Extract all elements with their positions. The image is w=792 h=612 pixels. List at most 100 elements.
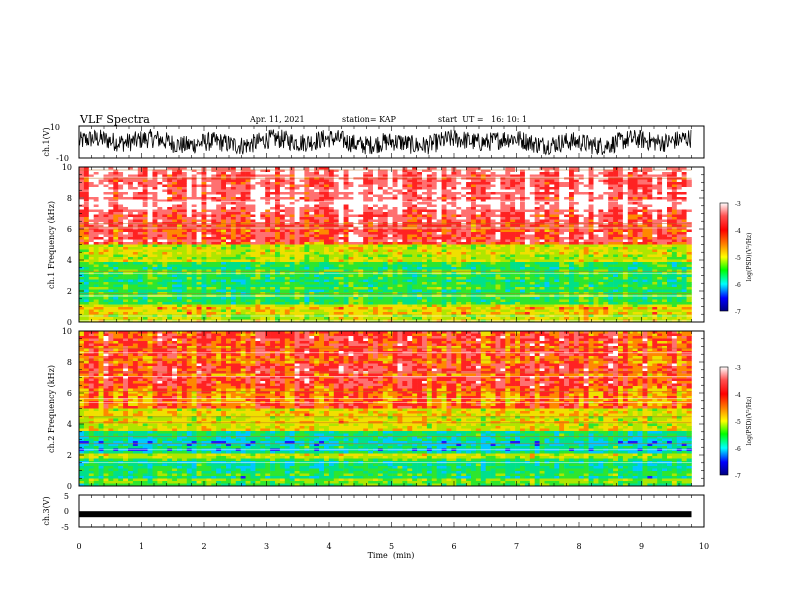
spectrogram-cell xyxy=(358,307,363,310)
spectrogram-cell xyxy=(447,297,452,300)
spectrogram-cell xyxy=(177,302,182,305)
spectrogram-cell xyxy=(427,250,432,253)
spectrogram-cell xyxy=(417,302,422,305)
spectrogram-cell xyxy=(226,235,231,238)
spectrogram-cell xyxy=(285,205,290,208)
spectrogram-cell xyxy=(417,182,422,185)
spectrogram-cell xyxy=(172,240,177,243)
spectrogram-cell xyxy=(265,312,270,315)
spectrogram-cell xyxy=(89,257,94,260)
spectrogram-cell xyxy=(432,172,437,175)
spectrogram-cell xyxy=(442,282,447,285)
spectrogram-cell xyxy=(407,240,412,243)
spectrogram-cell xyxy=(427,290,432,293)
spectrogram-cell xyxy=(89,277,94,280)
spectrogram-cell xyxy=(290,232,295,235)
spectrogram-cell xyxy=(79,285,84,288)
spectrogram-cell xyxy=(123,297,128,300)
spectrogram-cell xyxy=(383,215,388,218)
spectrogram-cell xyxy=(133,250,138,253)
spectrogram-cell xyxy=(393,310,398,313)
spectrogram-cell xyxy=(84,205,89,208)
spectrogram-cell xyxy=(368,172,373,175)
spectrogram-cell xyxy=(388,260,393,263)
spectrogram-cell xyxy=(133,255,138,258)
spectrogram-cell xyxy=(177,310,182,313)
spectrogram-cell xyxy=(378,285,383,288)
spectrogram-cell xyxy=(104,250,109,253)
spectrogram-cell xyxy=(432,275,437,278)
spectrogram-cell xyxy=(138,202,143,205)
spectrogram-cell xyxy=(255,277,260,280)
spectrogram-cell xyxy=(265,287,270,290)
spectrogram-cell xyxy=(353,207,358,210)
spectrogram-cell xyxy=(466,282,471,285)
spectrogram-cell xyxy=(123,215,128,218)
spectrogram-cell xyxy=(407,242,412,245)
spectrogram-cell xyxy=(182,240,187,243)
spectrogram-cell xyxy=(285,247,290,250)
spectrogram-cell xyxy=(118,257,123,260)
spectrogram-cell xyxy=(280,260,285,263)
spectrogram-cell xyxy=(84,217,89,220)
spectrogram-cell xyxy=(398,275,403,278)
spectrogram-cell xyxy=(123,247,128,250)
spectrogram-cell xyxy=(412,187,417,190)
spectrogram-cell xyxy=(344,202,349,205)
spectrogram-cell xyxy=(202,290,207,293)
spectrogram-cell xyxy=(402,300,407,303)
spectrogram-cell xyxy=(123,202,128,205)
spectrogram-cell xyxy=(241,182,246,185)
spectrogram-cell xyxy=(275,310,280,313)
spectrogram-cell xyxy=(177,235,182,238)
spectrogram-cell xyxy=(285,240,290,243)
spectrogram-cell xyxy=(344,290,349,293)
spectrogram-cell xyxy=(206,260,211,263)
spectrogram-cell xyxy=(309,252,314,255)
spectrogram-cell xyxy=(339,202,344,205)
spectrogram-cell xyxy=(172,245,177,248)
spectrogram-cell xyxy=(246,287,251,290)
spectrogram-cell xyxy=(148,235,153,238)
spectrogram-cell xyxy=(422,307,427,310)
spectrogram-cell xyxy=(216,232,221,235)
spectrogram-cell xyxy=(427,197,432,200)
spectrogram-cell xyxy=(99,265,104,268)
spectrogram-cell xyxy=(192,217,197,220)
spectrogram-cell xyxy=(202,257,207,260)
spectrogram-cell xyxy=(349,212,354,215)
spectrogram-cell xyxy=(138,187,143,190)
spectrogram-cell xyxy=(84,245,89,248)
spectrogram-cell xyxy=(442,240,447,243)
spectrogram-cell xyxy=(309,212,314,215)
spectrogram-cell xyxy=(422,185,427,188)
spectrogram-cell xyxy=(314,297,319,300)
spectrogram-cell xyxy=(324,240,329,243)
spectrogram-cell xyxy=(255,247,260,250)
spectrogram-cell xyxy=(202,255,207,258)
spectrogram-cell xyxy=(216,230,221,233)
spectrogram-cell xyxy=(89,310,94,313)
spectrogram-cell xyxy=(314,217,319,220)
spectrogram-cell xyxy=(402,277,407,280)
spectrogram-cell xyxy=(113,245,118,248)
spectrogram-cell xyxy=(231,230,236,233)
spectrogram-cell xyxy=(358,252,363,255)
spectrogram-cell xyxy=(182,190,187,193)
spectrogram-cell xyxy=(167,207,172,210)
spectrogram-cell xyxy=(255,190,260,193)
spectrogram-cell xyxy=(118,205,123,208)
spectrogram-cell xyxy=(300,190,305,193)
spectrogram-cell xyxy=(172,290,177,293)
spectrogram-cell xyxy=(79,267,84,270)
spectrogram-cell xyxy=(383,247,388,250)
spectrogram-cell xyxy=(197,247,202,250)
spectrogram-cell xyxy=(138,260,143,263)
spectrogram-cell xyxy=(461,250,466,253)
spectrogram-cell xyxy=(402,235,407,238)
spectrogram-cell xyxy=(383,255,388,258)
spectrogram-cell xyxy=(177,232,182,235)
spectrogram-cell xyxy=(216,215,221,218)
spectrogram-cell xyxy=(231,280,236,283)
spectrogram-cell xyxy=(143,250,148,253)
